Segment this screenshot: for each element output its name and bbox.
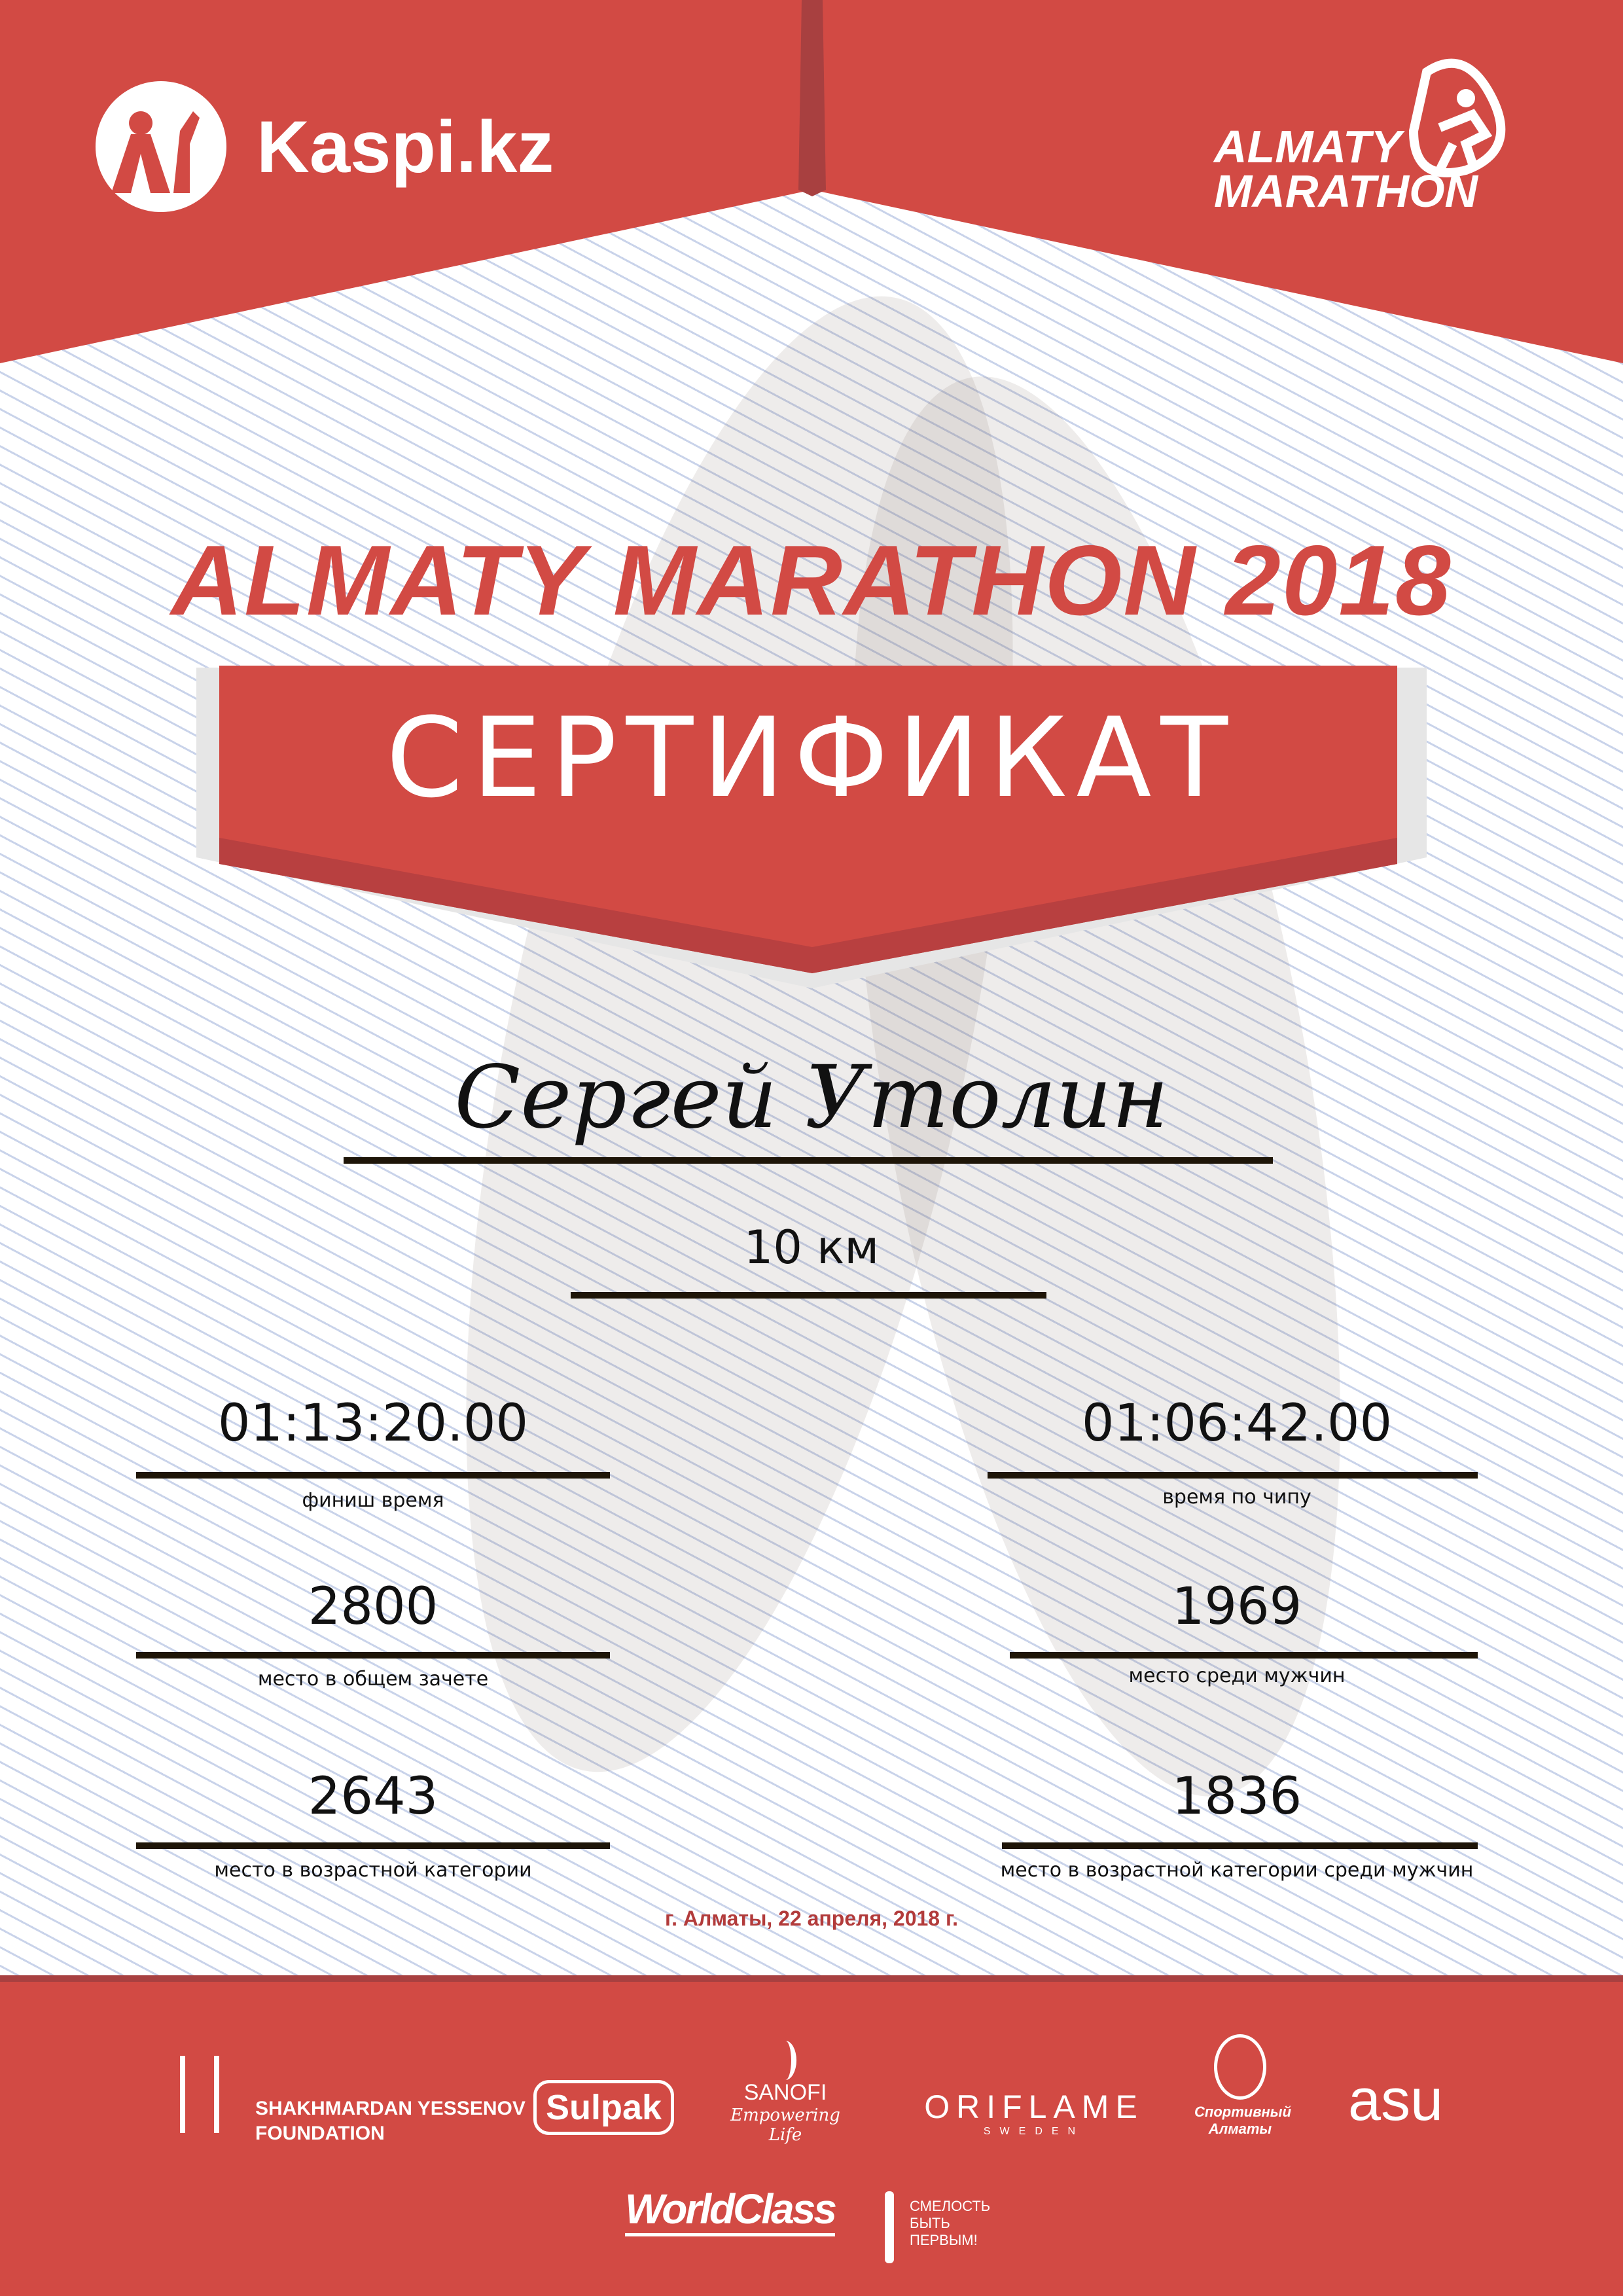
sulpak-logo: Sulpak <box>533 2080 675 2135</box>
almaty-marathon-logo: ALMATY MARATHON <box>1214 121 1478 217</box>
certificate-heading: СЕРТИФИКАТ <box>385 694 1238 822</box>
age-place-label: место в возрастной категории <box>214 1859 532 1882</box>
oriflame-logo: ORIFLAME SWEDEN <box>923 2088 1145 2138</box>
overall-place-value: 2800 <box>308 1577 438 1636</box>
banner-ribbon-edge <box>219 838 1397 973</box>
sanofi-name: SANOFI <box>743 2080 827 2105</box>
smelost-line-1: СМЕЛОСТЬ <box>910 2198 991 2214</box>
oriflame-country: SWEDEN <box>983 2126 1085 2137</box>
age-men-place-label: место в возрастной категории среди мужчи… <box>1000 1859 1474 1882</box>
age-place-value: 2643 <box>308 1767 438 1826</box>
age-men-place-value: 1836 <box>1171 1767 1302 1826</box>
finish-time-line <box>136 1472 610 1479</box>
kaspi-logo-text: Kaspi.kz <box>257 106 554 188</box>
overall-place-line <box>136 1652 610 1659</box>
men-place-line <box>1010 1652 1478 1659</box>
distance-underline <box>571 1292 1046 1299</box>
age-place-line <box>136 1842 610 1849</box>
logo-line-2: MARATHON <box>1214 166 1478 217</box>
asu-logo: asu <box>1348 2068 1444 2133</box>
almaty-marathon-runner-icon <box>1408 58 1506 177</box>
header-center-fold <box>798 0 826 196</box>
yessenov-name: SHAKHMARDAN YESSENOV <box>255 2098 526 2119</box>
smelost-figure-icon <box>885 2191 894 2263</box>
sanofi-icon <box>774 2041 796 2080</box>
sport-almaty-line-2: Алматы <box>1208 2121 1272 2137</box>
finish-time-label: финиш время <box>302 1489 444 1512</box>
yessenov-icon <box>180 2056 219 2133</box>
sanofi-tagline: Empowering Life <box>730 2106 840 2145</box>
sanofi-logo: SANOFI Empowering Life <box>726 2041 844 2145</box>
logo-line-1: ALMATY <box>1214 121 1402 172</box>
age-men-place-line <box>1002 1842 1478 1849</box>
event-title: ALMATY MARATHON 2018 <box>171 525 1452 636</box>
smelost-line-2: БЫТЬ <box>910 2215 950 2231</box>
sport-almaty-emblem-icon <box>1214 2034 1266 2100</box>
sponsors-footer: SHAKHMARDAN YESSENOV FOUNDATION Sulpak S… <box>0 1975 1623 2296</box>
chip-time-value: 01:06:42.00 <box>1081 1394 1393 1453</box>
men-place-label: место среди мужчин <box>1128 1664 1346 1687</box>
event-date: г. Алматы, 22 апреля, 2018 г. <box>665 1907 958 1930</box>
chip-time-line <box>988 1472 1478 1479</box>
distance: 10 км <box>743 1221 880 1274</box>
name-underline <box>344 1157 1273 1164</box>
world-class-logo: WorldClass <box>625 2185 837 2236</box>
sport-almaty-line-1: Спортивный <box>1194 2104 1292 2120</box>
oriflame-name: ORIFLAME <box>924 2089 1144 2125</box>
yessenov-foundation: FOUNDATION <box>255 2123 385 2144</box>
finish-time-value: 01:13:20.00 <box>217 1394 529 1453</box>
sport-almaty-logo: Спортивный Алматы <box>1194 2034 1292 2138</box>
participant-name: Сергей Утолин <box>454 1047 1169 1148</box>
smelost-line-3: ПЕРВЫМ! <box>910 2232 978 2248</box>
overall-place-label: место в общем зачете <box>257 1668 489 1691</box>
men-place-value: 1969 <box>1171 1577 1302 1636</box>
chip-time-label: время по чипу <box>1162 1486 1311 1509</box>
